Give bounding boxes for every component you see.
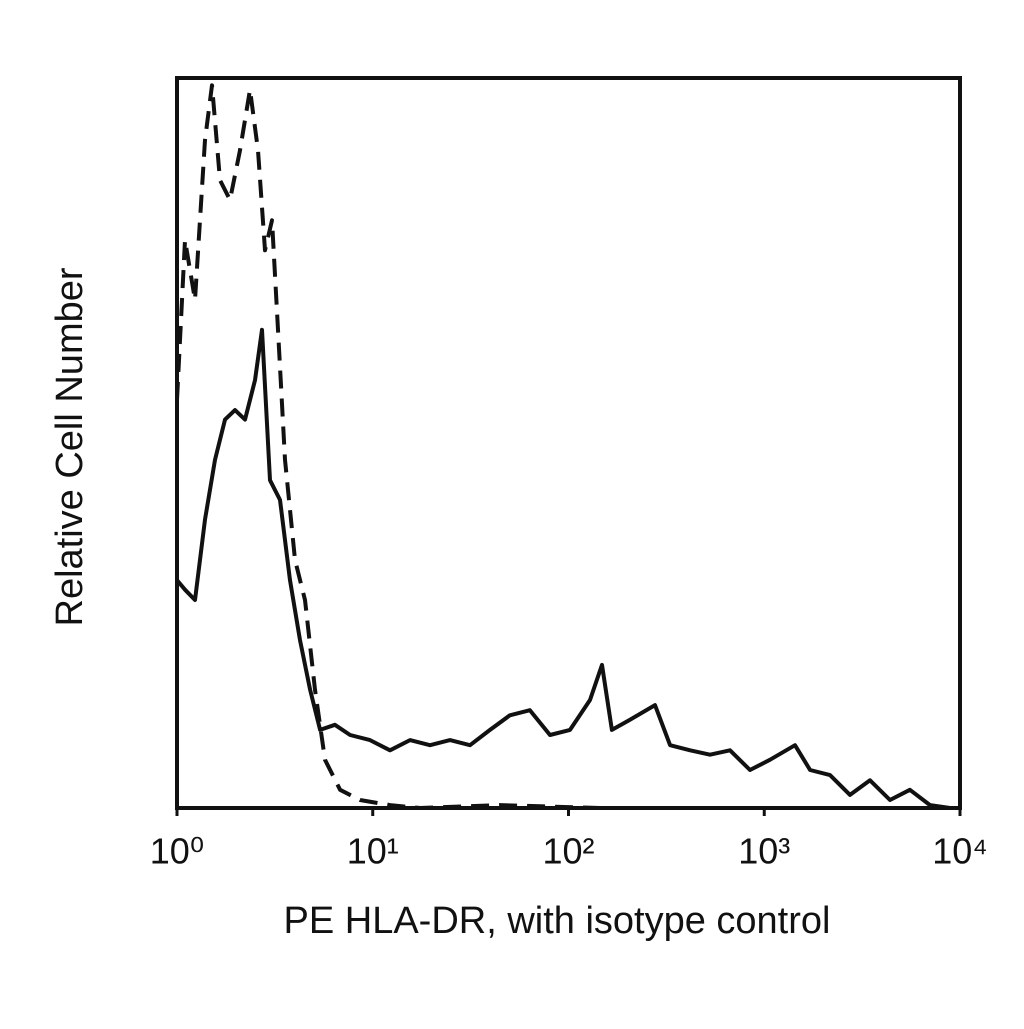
x-tick-label: 10⁴ <box>932 831 988 872</box>
y-axis-title: Relative Cell Number <box>49 267 91 626</box>
x-tick-label: 10⁰ <box>150 831 204 872</box>
solid-histogram <box>175 327 951 810</box>
plot-frame <box>175 76 962 810</box>
x-tick-label: 10¹ <box>347 831 399 872</box>
x-tick-label: 10² <box>542 831 594 872</box>
x-tick-label: 10³ <box>738 831 790 872</box>
x-axis-title: PE HLA-DR, with isotype control <box>284 900 831 942</box>
dashed-histogram <box>175 83 960 810</box>
